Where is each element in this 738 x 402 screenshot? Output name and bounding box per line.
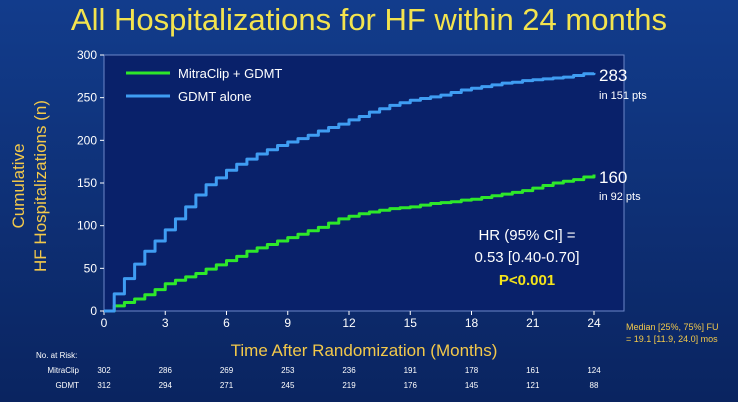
- at-risk-value: 271: [220, 381, 234, 390]
- at-risk-value: 121: [526, 381, 540, 390]
- end-value-gdmt: 283: [599, 66, 627, 85]
- y-axis: 0 50 100 150 200 250 300: [77, 48, 104, 318]
- at-risk-label-gdmt: GDMT: [55, 381, 79, 390]
- at-risk-value: 176: [404, 381, 418, 390]
- x-tick-label: 6: [223, 316, 230, 330]
- at-risk-value: 219: [342, 381, 356, 390]
- at-risk-value: 191: [404, 366, 418, 375]
- y-tick-label: 250: [77, 91, 97, 105]
- legend-label-gdmt: GDMT alone: [178, 89, 251, 104]
- x-tick-label: 0: [101, 316, 108, 330]
- plot-area: [103, 54, 625, 312]
- at-risk-header: No. at Risk:: [36, 351, 77, 360]
- series-line-mitraclip: [104, 174, 596, 313]
- at-risk-value: 88: [590, 381, 599, 390]
- y-tick-label: 300: [77, 48, 97, 62]
- x-tick-label: 3: [162, 316, 169, 330]
- median-note-line2: = 19.1 [11.9, 24.0] mos: [626, 334, 718, 344]
- hr-line1: HR (95% CI] =: [478, 227, 575, 244]
- at-risk-value: 294: [159, 381, 173, 390]
- x-axis-label: Time After Randomization (Months): [231, 341, 498, 360]
- at-risk-value: 245: [281, 381, 295, 390]
- x-tick-label: 21: [526, 316, 540, 330]
- x-tick-label: 12: [342, 316, 356, 330]
- at-risk-value: 178: [465, 366, 479, 375]
- at-risk-value: 236: [342, 366, 356, 375]
- y-tick-label: 100: [77, 219, 97, 233]
- x-axis: 0 3 6 9 12 15 18 21 24: [101, 311, 601, 330]
- x-tick-label: 15: [404, 316, 418, 330]
- x-tick-label: 18: [465, 316, 479, 330]
- at-risk-table: 302 286 269 253 236 191 178 161 124 312 294 271 245 2…: [97, 366, 601, 390]
- at-risk-value: 145: [465, 381, 479, 390]
- y-tick-label: 0: [90, 304, 97, 318]
- at-risk-value: 161: [526, 366, 540, 375]
- at-risk-value: 302: [97, 366, 111, 375]
- legend-label-mitraclip: MitraClip + GDMT: [178, 66, 282, 81]
- at-risk-value: 286: [159, 366, 173, 375]
- p-value: P<0.001: [499, 272, 555, 289]
- y-axis-label-line1: Cumulative: [9, 143, 28, 228]
- hr-line2: 0.53 [0.40-0.70]: [474, 249, 579, 266]
- end-note-gdmt: in 151 pts: [599, 90, 647, 102]
- median-note-line1: Median [25%, 75%] FU: [626, 322, 719, 332]
- chart-title: All Hospitalizations for HF within 24 mo…: [70, 2, 668, 37]
- at-risk-label-mitraclip: MitraClip: [47, 366, 79, 375]
- at-risk-value: 253: [281, 366, 295, 375]
- y-tick-label: 200: [77, 133, 97, 147]
- at-risk-value: 124: [587, 366, 601, 375]
- series-line-gdmt: [104, 72, 596, 313]
- y-tick-label: 150: [77, 176, 97, 190]
- y-tick-label: 50: [84, 261, 98, 275]
- y-axis-label-line2: HF Hospitalizations (n): [31, 100, 50, 272]
- x-tick-label: 9: [284, 316, 291, 330]
- at-risk-value: 312: [97, 381, 111, 390]
- x-tick-label: 24: [587, 316, 601, 330]
- end-value-mitraclip: 160: [599, 168, 627, 187]
- end-note-mitraclip: in 92 pts: [599, 191, 641, 203]
- series-lines: [104, 72, 596, 313]
- at-risk-value: 269: [220, 366, 234, 375]
